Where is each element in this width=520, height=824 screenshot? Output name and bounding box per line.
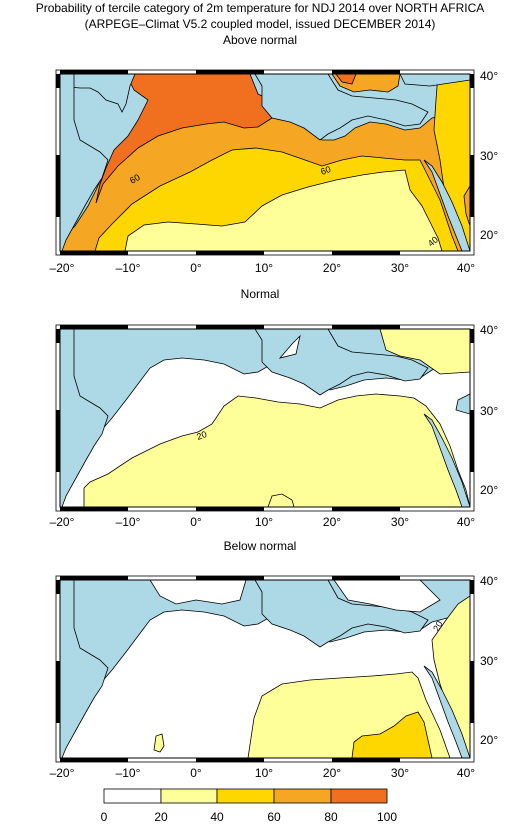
colorbar-bin-20-40 (160, 788, 218, 804)
y-tick-label: 20° (480, 483, 498, 497)
land-prob-0-20-turkey (333, 580, 441, 613)
panel-title-below-normal: Below normal (223, 539, 297, 553)
land-prob-20-40 (124, 169, 443, 251)
colorbar-tick-label: 100 (377, 810, 397, 824)
y-tick-label: 40° (480, 323, 498, 337)
map-frame-border (56, 325, 474, 511)
land-prob-20-40-patch (267, 493, 295, 507)
land-prob-40-60 (351, 711, 433, 758)
land-prob-80-100-turkey (335, 74, 357, 85)
sea-mediterranean (254, 74, 429, 141)
contour-label: 60 (128, 172, 142, 186)
x-tick-label: –10° (116, 261, 141, 275)
contour-label: 20 (431, 619, 445, 633)
panel-title-above-normal: Above normal (222, 33, 298, 47)
x-tick-label: 10° (255, 261, 273, 275)
land-prob-20-40-east (379, 329, 470, 375)
x-tick-label: 0° (190, 261, 202, 275)
x-axis-labels: –20° –10° 0° 10° 20° 30° 40° –20° –10° 0… (50, 261, 476, 780)
sea-gulf (455, 393, 470, 415)
land-prob-20-40-patch (153, 733, 165, 753)
x-tick-label: 40° (457, 766, 475, 780)
contour-label: 60 (319, 164, 332, 177)
y-tick-label: 30° (480, 404, 498, 418)
x-tick-label: 30° (391, 515, 409, 529)
x-tick-label: 20° (323, 261, 341, 275)
figure-title: Probability of tercile category of 2m te… (35, 1, 485, 15)
x-tick-label: 10° (255, 766, 273, 780)
y-tick-label: 40° (480, 69, 498, 83)
colorbar-bin-60-80 (273, 788, 332, 804)
sea-mediterranean (254, 580, 429, 648)
colorbar-bin-40-60 (216, 788, 275, 804)
colorbar-tick-label: 40 (210, 810, 224, 824)
x-tick-label: –20° (50, 515, 75, 529)
colorbar-tick-label: 20 (154, 810, 168, 824)
map-frame-border (56, 70, 474, 255)
sea-red (423, 413, 470, 507)
y-tick-label: 40° (480, 574, 498, 588)
colorbar: 0 20 40 60 80 100 (101, 788, 397, 824)
x-tick-label: –20° (50, 766, 75, 780)
sea-red (423, 159, 470, 251)
sea-atlantic-iberia (60, 74, 136, 113)
x-tick-label: –10° (116, 766, 141, 780)
land-prob-20-40 (83, 393, 470, 507)
colorbar-tick-label: 80 (324, 810, 338, 824)
panel-title-normal: Normal (240, 287, 280, 301)
x-tick-label: 40° (457, 515, 475, 529)
land-prob-60-80-arabia (463, 185, 470, 227)
colorbar-bin-80-100 (330, 788, 388, 804)
colorbar-bin-0-20 (103, 788, 162, 804)
y-tick-label: 30° (480, 149, 498, 163)
y-tick-label: 20° (480, 228, 498, 242)
y-tick-label: 20° (480, 733, 498, 747)
sea-atlantic-coast (60, 74, 109, 251)
figure-subtitle: (ARPEGE–Climat V5.2 coupled model, issue… (84, 17, 436, 31)
x-tick-label: 0° (190, 515, 202, 529)
x-tick-label: 0° (190, 766, 202, 780)
sea-atlantic-coast (60, 580, 109, 758)
x-tick-label: 30° (391, 261, 409, 275)
sea-red (423, 665, 470, 758)
x-tick-label: 30° (391, 766, 409, 780)
map-panel-above-normal: 60 60 40 (55, 69, 475, 256)
colorbar-tick-label: 0 (101, 810, 108, 824)
map-frame-border (56, 576, 474, 762)
contour-label: 20 (195, 429, 208, 442)
y-tick-label: 30° (480, 654, 498, 668)
colorbar-tick-label: 60 (267, 810, 281, 824)
x-tick-label: 20° (323, 766, 341, 780)
sea-black (399, 74, 470, 87)
x-tick-label: 40° (457, 261, 475, 275)
map-panel-below-normal: 20 (55, 575, 475, 763)
map-panel-normal: 20 (55, 324, 475, 512)
land-prob-20-40-east (431, 595, 470, 758)
x-tick-label: 20° (323, 515, 341, 529)
x-tick-label: 10° (255, 515, 273, 529)
contour-label: 40 (426, 234, 440, 248)
land-prob-0-20-islands (278, 334, 301, 359)
sea-atlantic-coast (60, 329, 109, 507)
x-tick-label: –20° (50, 261, 75, 275)
land-prob-0-20-europe (149, 580, 247, 605)
y-axis-labels: 40° 30° 20° 40° 30° 20° 40° 30° 20° (480, 69, 498, 747)
x-tick-label: –10° (116, 515, 141, 529)
